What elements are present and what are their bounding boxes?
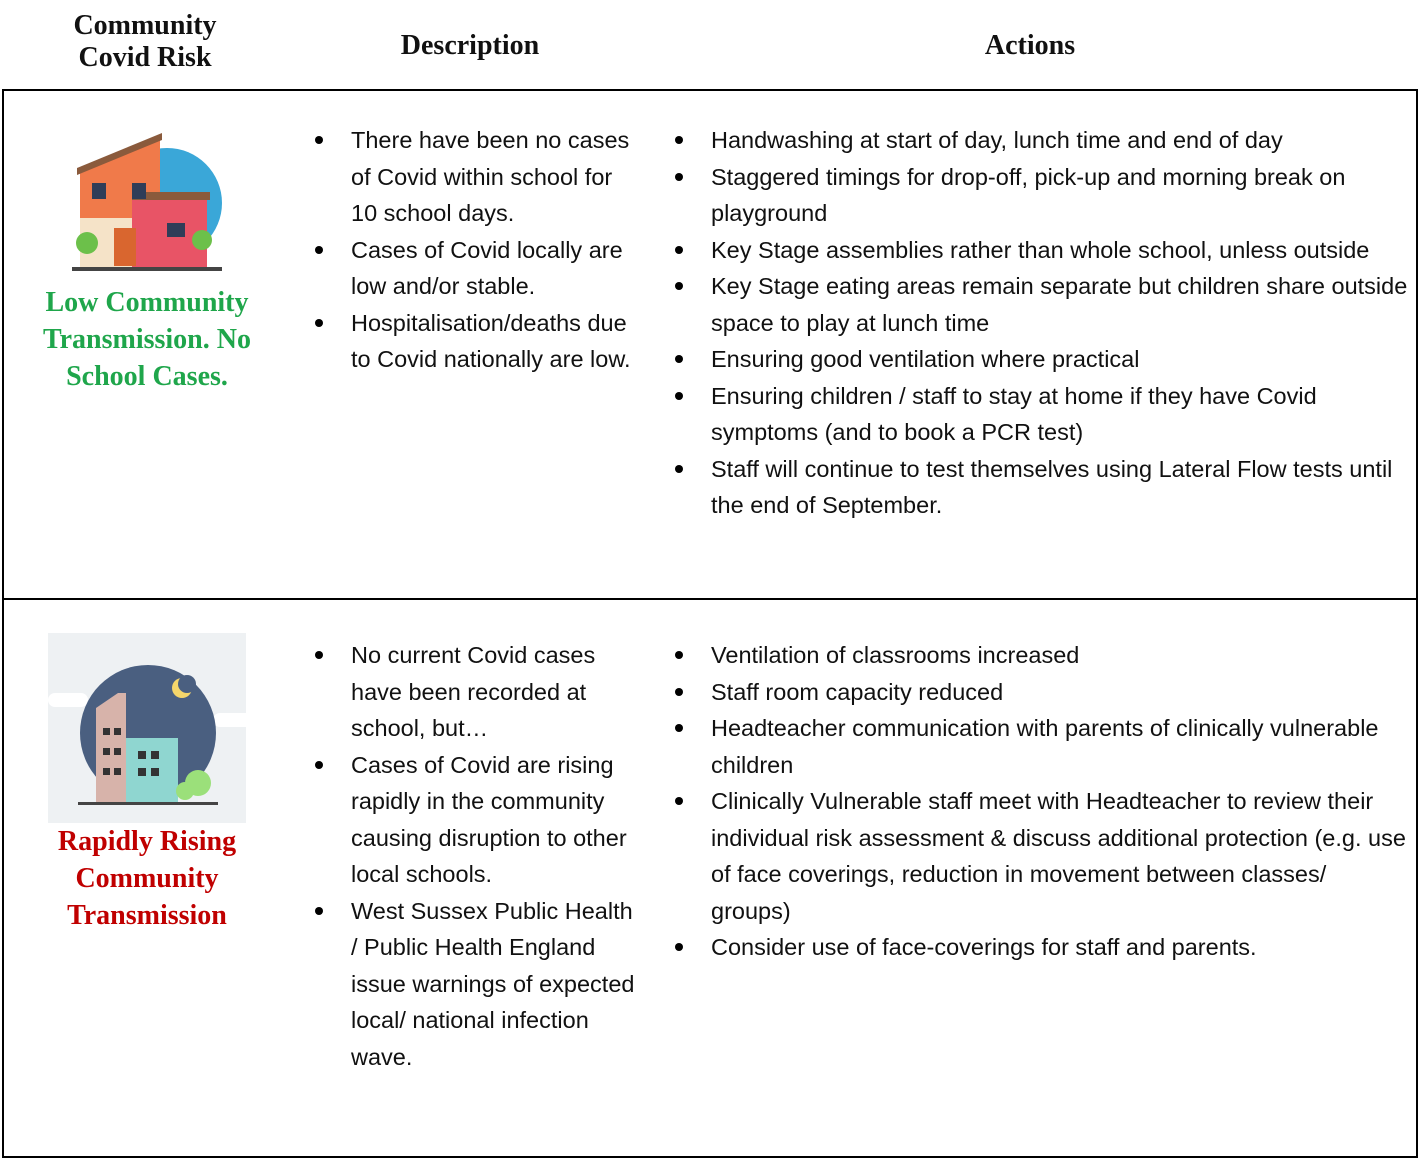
action-item: Clinically Vulnerable staff meet with He…: [675, 783, 1410, 929]
description-item: No current Covid cases have been recorde…: [315, 637, 635, 747]
page: Community Covid Risk Description Actions…: [2, 10, 1418, 1158]
column-header: Community Covid Risk: [73, 10, 217, 73]
actions-list: Handwashing at start of day, lunch time …: [675, 122, 1410, 524]
actions-list: Ventilation of classrooms increased Staff…: [675, 637, 1410, 966]
description-item: Hospitalisation/deaths due to Covid nati…: [315, 305, 635, 378]
action-item: Key Stage eating areas remain separate b…: [675, 268, 1410, 341]
description-item: There have been no cases of Covid within…: [315, 122, 635, 232]
description-item: West Sussex Public Health / Public Healt…: [315, 893, 635, 1076]
description-item: Cases of Covid are rising rapidly in the…: [315, 747, 635, 893]
action-item: Headteacher communication with parents o…: [675, 710, 1410, 783]
action-item: Consider use of face-coverings for staff…: [675, 929, 1410, 966]
description-list: No current Covid cases have been recorde…: [315, 637, 635, 1075]
risk-label: Low Community Transmission. No School Ca…: [43, 287, 251, 392]
action-item: Key Stage assemblies rather than whole s…: [675, 232, 1410, 269]
risk-label: Rapidly Rising Community Transmission: [57, 826, 237, 931]
action-item: Ventilation of classrooms increased: [675, 637, 1410, 674]
city-icon: [48, 633, 246, 823]
description-list: There have been no cases of Covid within…: [315, 122, 635, 378]
action-item: Staff will continue to test themselves u…: [675, 451, 1410, 524]
action-item: Ensuring children / staff to stay at hom…: [675, 378, 1410, 451]
action-item: Staff room capacity reduced: [675, 674, 1410, 711]
action-item: Staggered timings for drop-off, pick-up …: [675, 159, 1410, 232]
house-icon: [72, 133, 222, 271]
description-item: Cases of Covid locally are low and/or st…: [315, 232, 635, 305]
column-header: Actions: [984, 30, 1076, 61]
column-header: Description: [400, 30, 540, 61]
action-item: Ensuring good ventilation where practica…: [675, 341, 1410, 378]
action-item: Handwashing at start of day, lunch time …: [675, 122, 1410, 159]
